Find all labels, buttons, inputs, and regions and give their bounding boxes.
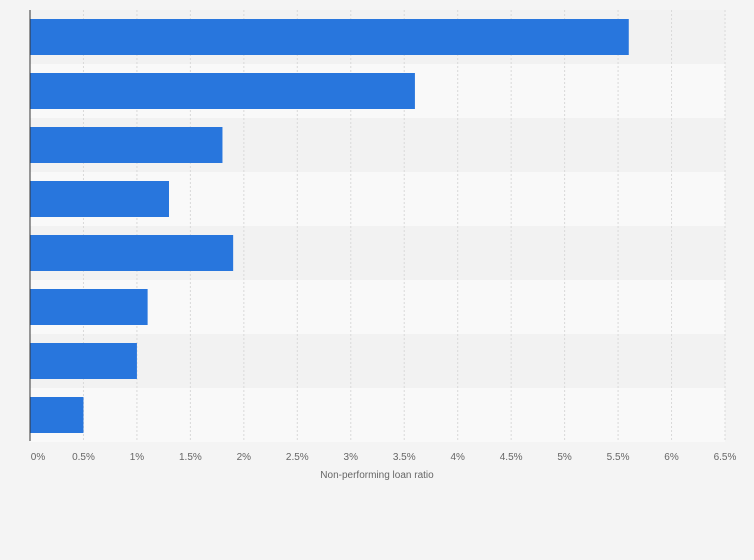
bar[interactable]	[30, 127, 223, 163]
x-tick-label: 5.5%	[607, 452, 630, 463]
bars	[30, 19, 629, 433]
x-tick-label: 3%	[344, 452, 359, 463]
x-tick-label: 2%	[237, 452, 252, 463]
x-tick-label: 4%	[450, 452, 465, 463]
x-tick-label: 6%	[664, 452, 679, 463]
x-tick-label: 0.5%	[72, 452, 95, 463]
row-band	[30, 334, 725, 388]
x-tick-labels: 0% 0.5% 1% 1.5% 2% 2.5% 3% 3.5% 4% 4.5% 5% 5.5% 6% 6.…	[31, 452, 737, 463]
x-tick-label: 0%	[31, 452, 46, 463]
x-axis-title: Non-performing loan ratio	[320, 470, 434, 481]
bar[interactable]	[30, 181, 169, 217]
x-tick-label: 2.5%	[286, 452, 309, 463]
x-tick-label: 5%	[557, 452, 572, 463]
bar[interactable]	[30, 73, 415, 109]
bar[interactable]	[30, 343, 137, 379]
bar[interactable]	[30, 289, 148, 325]
x-tick-label: 1%	[130, 452, 145, 463]
bar[interactable]	[30, 397, 84, 433]
x-tick-label: 4.5%	[500, 452, 523, 463]
x-tick-label: 6.5%	[714, 452, 737, 463]
bar[interactable]	[30, 19, 629, 55]
row-band	[30, 388, 725, 442]
bar[interactable]	[30, 235, 234, 271]
x-tick-label: 1.5%	[179, 452, 202, 463]
x-tick-label: 3.5%	[393, 452, 416, 463]
